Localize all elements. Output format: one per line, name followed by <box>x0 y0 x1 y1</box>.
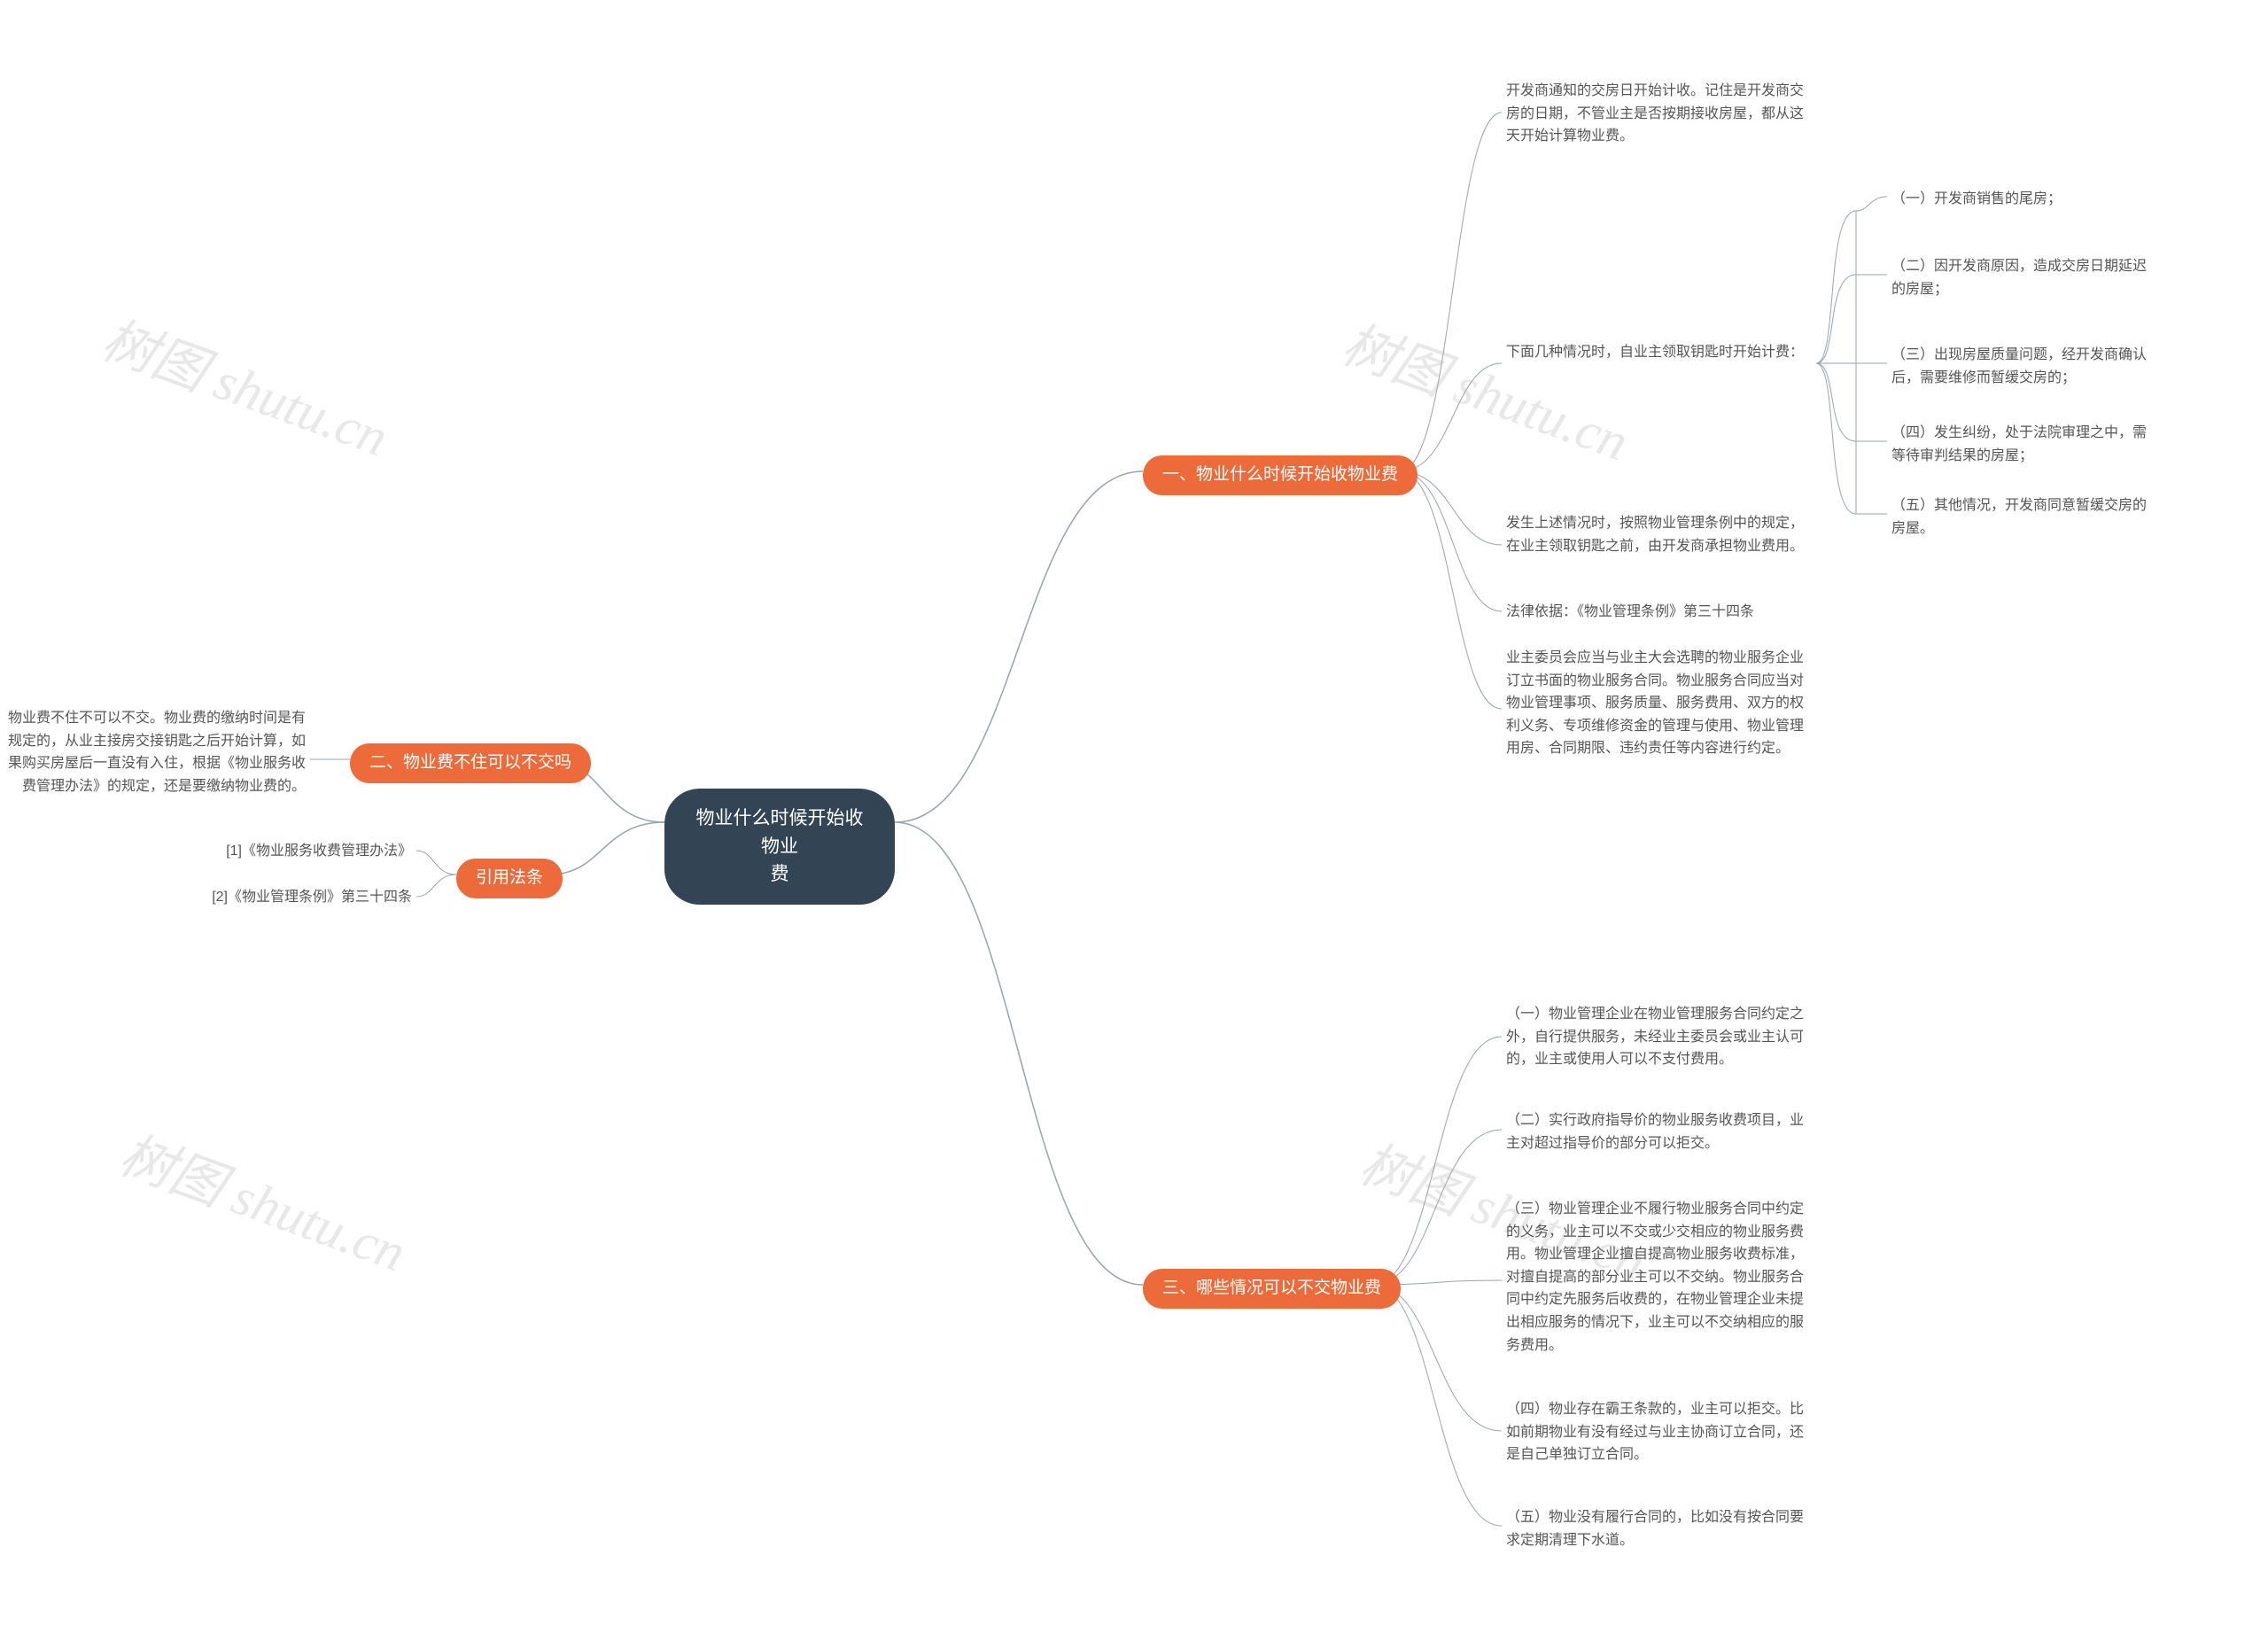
leaf-b1-c2-i1: （一）开发商销售的尾房； <box>1891 188 2062 211</box>
leaf-b1-c2-i3: （三）出现房屋质量问题，经开发商确认后，需要维修而暂缓交房的； <box>1891 344 2157 389</box>
watermark: 树图 shutu.cn <box>93 297 400 471</box>
watermark: 树图 shutu.cn <box>111 1112 417 1287</box>
leaf-b3-c1: （一）物业管理企业在物业管理服务合同约定之外，自行提供服务，未经业主委员会或业主… <box>1506 1003 1807 1071</box>
leaf-b3-c3: （三）物业管理企业不履行物业服务合同中约定的义务，业主可以不交或少交相应的物业服… <box>1506 1198 1807 1357</box>
leaf-b1-c1: 开发商通知的交房日开始计收。记住是开发商交房的日期，不管业主是否按期接收房屋，都… <box>1506 80 1807 148</box>
leaf-b4-c2: [2]《物业管理条例》第三十四条 <box>186 886 412 909</box>
leaf-b4-c1: [1]《物业服务收费管理办法》 <box>213 840 412 863</box>
watermark: 树图 shutu.cn <box>1333 301 1640 476</box>
root-title-line2: 费 <box>771 864 789 884</box>
branch-node-1: 一、物业什么时候开始收物业费 <box>1143 455 1418 495</box>
root-title-line1: 物业什么时候开始收物业 <box>696 808 864 857</box>
leaf-b1-c2-i4: （四）发生纠纷，处于法院审理之中，需等待审判结果的房屋； <box>1891 422 2157 467</box>
leaf-b1-c3: 发生上述情况时，按照物业管理条例中的规定，在业主领取钥匙之前，由开发商承担物业费… <box>1506 512 1807 557</box>
leaf-b1-c5: 业主委员会应当与业主大会选聘的物业服务企业订立书面的物业服务合同。物业服务合同应… <box>1506 647 1807 760</box>
leaf-b3-c4: （四）物业存在霸王条款的，业主可以拒交。比如前期物业有没有经过与业主协商订立合同… <box>1506 1398 1807 1466</box>
branch-node-2: 二、物业费不住可以不交吗 <box>350 743 591 783</box>
branch-node-4: 引用法条 <box>456 859 563 898</box>
leaf-b3-c2: （二）实行政府指导价的物业服务收费项目，业主对超过指导价的部分可以拒交。 <box>1506 1109 1807 1155</box>
leaf-b2-c1: 物业费不住不可以不交。物业费的缴纳时间是有规定的，从业主接房交接钥匙之后开始计算… <box>0 707 306 797</box>
leaf-b3-c5: （五）物业没有履行合同的，比如没有按合同要求定期清理下水道。 <box>1506 1506 1807 1551</box>
leaf-b1-c2-i2: （二）因开发商原因，造成交房日期延迟的房屋； <box>1891 255 2157 300</box>
branch-node-3: 三、哪些情况可以不交物业费 <box>1143 1269 1401 1309</box>
leaf-b1-c2-i5: （五）其他情况，开发商同意暂缓交房的房屋。 <box>1891 494 2157 540</box>
root-node: 物业什么时候开始收物业 费 <box>664 789 895 905</box>
leaf-b1-c4: 法律依据：《物业管理条例》第三十四条 <box>1506 601 1754 624</box>
connector-layer <box>0 0 2268 1625</box>
leaf-b1-c2: 下面几种情况时，自业主领取钥匙时开始计费： <box>1506 341 1804 364</box>
